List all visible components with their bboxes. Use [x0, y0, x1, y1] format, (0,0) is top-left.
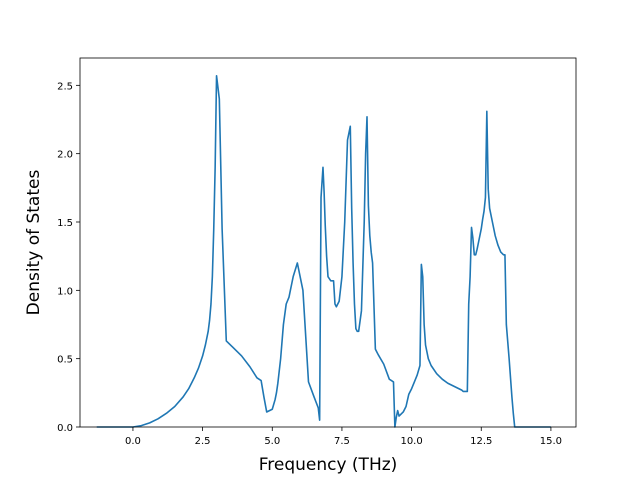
- x-tick-label: 7.5: [334, 436, 350, 447]
- x-tick-label: 12.5: [470, 436, 492, 447]
- x-tick-label: 5.0: [264, 436, 280, 447]
- x-axis-title: Frequency (THz): [259, 455, 398, 475]
- x-tick-label: 0.0: [125, 436, 141, 447]
- x-tick-label: 15.0: [540, 436, 562, 447]
- series-layer: [96, 74, 551, 428]
- y-tick-label: 1.5: [57, 218, 73, 229]
- y-tick-label: 2.0: [57, 150, 73, 161]
- y-axis-title: Density of States: [24, 170, 44, 316]
- plot-area: [80, 58, 576, 427]
- y-axis-ticks: 0.0 0.5 1.0 1.5 2.0 2.5: [57, 81, 80, 434]
- y-tick-label: 2.5: [57, 81, 73, 92]
- y-tick-label: 0.0: [57, 423, 73, 434]
- x-axis-ticks: 0.0 2.5 5.0 7.5 10.0 12.5 15.0: [125, 427, 562, 447]
- series-line-0: [96, 74, 551, 428]
- axes-frame: [79, 57, 577, 428]
- y-tick-label: 1.0: [57, 286, 73, 297]
- x-tick-label: 10.0: [400, 436, 422, 447]
- y-tick-label: 0.5: [57, 355, 73, 366]
- x-tick-label: 2.5: [195, 436, 211, 447]
